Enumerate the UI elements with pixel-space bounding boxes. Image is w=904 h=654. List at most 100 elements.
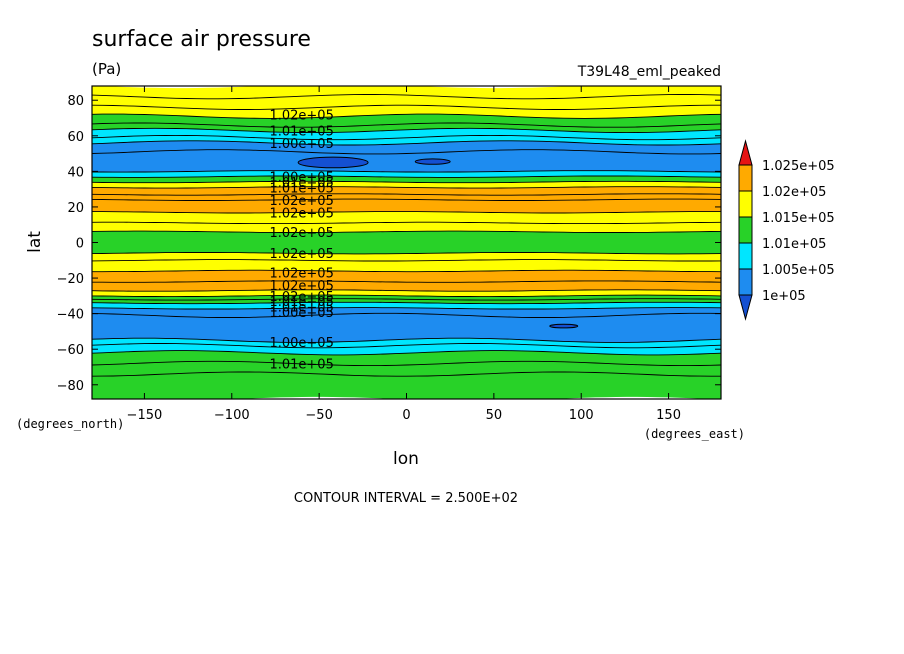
- x-tick-label-1: −100: [214, 408, 250, 423]
- colorbar-label-1: 1.005e+05: [762, 263, 835, 278]
- y-tick-label-7: −60: [57, 343, 84, 358]
- contour-line-15: [92, 221, 721, 225]
- x-units-label: (degrees_east): [644, 427, 745, 441]
- contour-label-1: 1.01e+05: [269, 124, 333, 139]
- colorbar-lower-arrow: [738, 294, 753, 321]
- contour-band-0: [92, 86, 721, 110]
- contour-line-27: [92, 337, 721, 343]
- contour-label-6: 1.02e+05: [269, 194, 333, 209]
- contour-label-2: 1.00e+05: [269, 137, 333, 152]
- contour-line-10: [92, 180, 721, 184]
- contour-line-16: [92, 230, 721, 233]
- contour-line-11: [92, 186, 721, 189]
- colorbar-label-3: 1.015e+05: [762, 211, 835, 226]
- contour-label-17: 1.01e+05: [269, 357, 333, 372]
- contour-label-0: 1.02e+05: [269, 108, 333, 123]
- contour-line-18: [92, 259, 721, 262]
- contour-label-7: 1.02e+05: [269, 206, 333, 221]
- contour-line-30: [92, 360, 721, 367]
- contour-label-10: 1.02e+05: [269, 267, 333, 282]
- contour-line-22: [92, 294, 721, 298]
- contour-line-26: [92, 312, 721, 318]
- contour-band-20: [92, 338, 721, 355]
- contour-label-3: 1.00e+05: [269, 171, 333, 186]
- contour-band-8: [92, 186, 721, 196]
- contour-line-3: [92, 122, 721, 128]
- x-tick-label-2: −50: [305, 408, 332, 423]
- colorbar-label-0: 1e+05: [762, 289, 806, 304]
- low-pressure-cell-2: [549, 323, 579, 329]
- x-axis-label: lon: [393, 449, 419, 469]
- chart-title: surface air pressure: [92, 27, 311, 52]
- contour-band-6: [92, 176, 721, 183]
- contour-line-20: [92, 280, 721, 283]
- contour-band-13: [92, 252, 721, 261]
- contour-line-5: [92, 134, 721, 141]
- contour-band-10: [92, 211, 721, 224]
- contour-band-9: [92, 193, 721, 213]
- contour-band-22: [92, 372, 721, 399]
- y-tick-label-1: 60: [67, 130, 84, 145]
- run-label: T39L48_eml_peaked: [577, 64, 721, 80]
- contour-line-28: [92, 343, 721, 349]
- contour-line-17: [92, 252, 721, 255]
- contour-line-0: [92, 94, 721, 100]
- contour-label-8: 1.02e+05: [269, 226, 333, 241]
- contour-band-12: [92, 231, 721, 254]
- colorbar-box-4: [738, 164, 753, 192]
- colorbar-box-0: [738, 268, 753, 296]
- contour-line-8: [92, 170, 721, 173]
- y-axis-label: lat: [25, 231, 45, 253]
- contour-line-13: [92, 198, 721, 201]
- y-tick-label-2: 40: [67, 165, 84, 180]
- contour-label-16: 1.00e+05: [269, 336, 333, 351]
- contour-line-14: [92, 211, 721, 214]
- y-tick-label-0: 80: [67, 94, 84, 109]
- contour-label-15: 1.00e+05: [269, 306, 333, 321]
- contour-label-12: 1.02e+05: [269, 290, 333, 305]
- contour-line-9: [92, 175, 721, 178]
- low-pressure-cell-0: [297, 156, 369, 169]
- contour-band-14: [92, 259, 721, 272]
- y-tick-label-8: −80: [57, 379, 84, 394]
- contour-lines: [92, 94, 721, 377]
- contour-line-2: [92, 113, 721, 119]
- contour-label-11: 1.02e+05: [269, 279, 333, 294]
- contour-line-31: [92, 371, 721, 377]
- contour-band-16: [92, 289, 721, 297]
- contour-line-12: [92, 193, 721, 196]
- colorbar-label-4: 1.02e+05: [762, 185, 826, 200]
- colorbar-label-5: 1.025e+05: [762, 159, 835, 174]
- x-tick-label-6: 150: [656, 408, 681, 423]
- contour-interval-text: CONTOUR INTERVAL = 2.500E+02: [294, 491, 518, 506]
- contour-line-21: [92, 289, 721, 292]
- y-axis-ticks: 80 60 40 20 0 −20 −40 −60 −80: [57, 94, 721, 394]
- contour-line-24: [92, 301, 721, 305]
- contour-line-6: [92, 140, 721, 146]
- x-axis-ticks: −150 −100 −50 0 50 100 150: [127, 86, 681, 423]
- x-tick-label-5: 100: [569, 408, 594, 423]
- contour-line-19: [92, 269, 721, 273]
- y-tick-label-4: 0: [76, 237, 84, 252]
- x-tick-label-3: 0: [402, 408, 410, 423]
- colorbar-label-2: 1.01e+05: [762, 237, 826, 252]
- x-tick-label-0: −150: [127, 408, 163, 423]
- contour-label-9: 1.02e+05: [269, 247, 333, 262]
- units-label: (Pa): [92, 60, 121, 78]
- contour-band-21: [92, 350, 721, 377]
- low-pressure-cell-1: [414, 158, 451, 165]
- contour-band-5: [92, 170, 721, 178]
- contour-line-29: [92, 350, 721, 356]
- contour-band-19: [92, 307, 721, 343]
- contour-label-14: 1.01e+05: [269, 301, 333, 316]
- contour-labels: 1.02e+051.01e+051.00e+051.00e+051.01e+05…: [269, 108, 333, 372]
- contour-band-18: [92, 302, 721, 309]
- contour-line-25: [92, 307, 721, 310]
- contour-line-1: [92, 104, 721, 110]
- colorbar-box-1: [738, 242, 753, 270]
- contour-band-4: [92, 140, 721, 173]
- colorbar-box-2: [738, 216, 753, 244]
- contour-band-15: [92, 270, 721, 292]
- contour-band-2: [92, 114, 721, 133]
- y-tick-label-6: −40: [57, 308, 84, 323]
